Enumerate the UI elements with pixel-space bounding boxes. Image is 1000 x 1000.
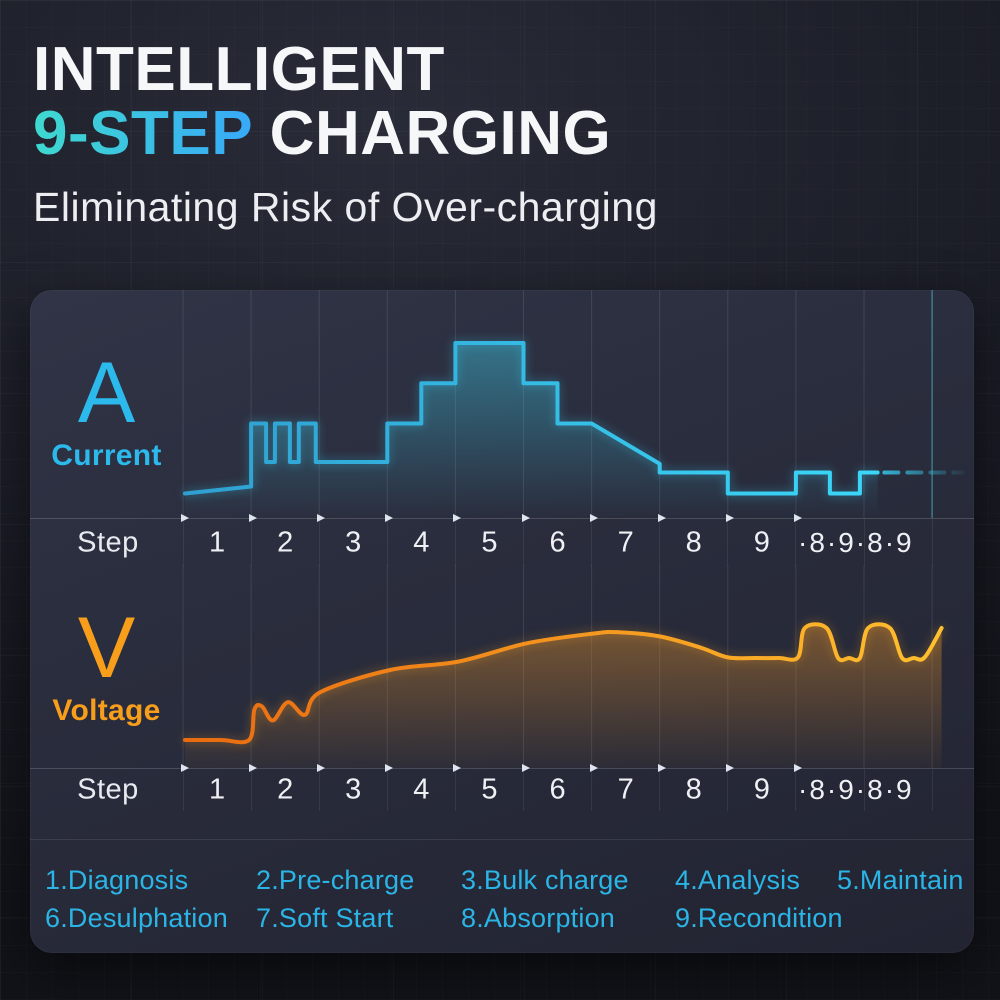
voltage-side-label: V Voltage bbox=[30, 605, 183, 727]
axis-gridline bbox=[863, 519, 865, 566]
axis-gridline bbox=[182, 769, 184, 811]
axis-gridline bbox=[523, 519, 524, 566]
step-tick-label: 8 bbox=[685, 773, 702, 806]
current-chart: A Current bbox=[30, 290, 974, 518]
axis-tick-mark bbox=[453, 514, 462, 522]
axis-gridline bbox=[182, 519, 184, 566]
axis-gridline bbox=[523, 769, 524, 811]
step-tick-label: 4 bbox=[413, 773, 430, 806]
title-accent: 9-STEP bbox=[33, 99, 252, 168]
axis-gridline bbox=[250, 519, 252, 566]
subtitle: Eliminating Risk of Over-charging bbox=[33, 184, 658, 230]
step-tick-label: 2 bbox=[277, 526, 294, 558]
axis-gridline bbox=[386, 519, 388, 566]
axis-tick-mark bbox=[589, 764, 598, 772]
current-unit-label: A bbox=[77, 345, 136, 441]
current-side-label: A Current bbox=[30, 350, 183, 472]
step-tick-label: 3 bbox=[345, 526, 362, 558]
step-axis-voltage: Step 1 2 3 4 5 6 7 8 9 ·8·9·8·9 bbox=[30, 764, 974, 811]
axis-tick-mark bbox=[521, 764, 530, 772]
axis-gridline bbox=[931, 519, 933, 566]
step-tick-label: 7 bbox=[617, 526, 634, 558]
axis-tick-mark bbox=[521, 514, 530, 522]
voltage-unit-label: V bbox=[77, 600, 136, 696]
axis-gridline bbox=[795, 769, 797, 811]
legend-item-4: 4.Analysis bbox=[675, 865, 801, 895]
step-axis-current: Step 1 2 3 4 5 6 7 8 9 ·8·9·8·9 bbox=[30, 514, 974, 566]
axis-tick-mark bbox=[793, 764, 802, 772]
axis-tick-mark bbox=[317, 514, 326, 522]
legend-divider bbox=[30, 839, 974, 840]
axis-gridline bbox=[659, 519, 661, 566]
title-line-1: INTELLIGENT bbox=[33, 35, 445, 104]
axis-step-label: Step bbox=[77, 526, 139, 558]
axis-tick-mark bbox=[249, 514, 258, 522]
axis-gridline bbox=[386, 769, 388, 811]
step-tick-label: 1 bbox=[208, 773, 226, 806]
axis-gridline bbox=[454, 519, 456, 566]
step-tick-label: 2 bbox=[277, 773, 294, 806]
axis-gridline bbox=[863, 769, 865, 811]
legend: 1.Diagnosis 2.Pre-charge 3.Bulk charge 4.An… bbox=[30, 839, 974, 953]
legend-item-8: 8.Absorption bbox=[461, 903, 615, 933]
step-tick-label: 3 bbox=[345, 773, 362, 806]
legend-item-1: 1.Diagnosis bbox=[45, 865, 189, 895]
axis-tick-mark bbox=[453, 764, 462, 772]
step-tick-label: 5 bbox=[481, 773, 498, 806]
axis-tick-mark bbox=[317, 764, 326, 772]
axis-tick-mark bbox=[589, 514, 598, 522]
legend-item-7: 7.Soft Start bbox=[256, 903, 394, 933]
axis-tick-mark bbox=[181, 764, 189, 772]
axis-gridline bbox=[659, 769, 661, 811]
axis-gridline bbox=[591, 769, 593, 811]
step-tick-label: 9 bbox=[753, 773, 770, 806]
current-waveform-svg bbox=[182, 290, 965, 518]
charging-panel: A Current Step 1 2 3 4 5 6 7 8 9 ·8·9·8·9 bbox=[30, 290, 974, 953]
title-rest: CHARGING bbox=[251, 99, 612, 168]
axis-gridline bbox=[318, 769, 320, 811]
legend-item-2: 2.Pre-charge bbox=[256, 865, 415, 895]
step-tick-label: 7 bbox=[617, 773, 634, 806]
current-label: Current bbox=[51, 439, 162, 472]
axis-tick-mark bbox=[657, 514, 666, 522]
header: INTELLIGENT 9-STEP CHARGING Eliminating … bbox=[33, 35, 658, 231]
step-tick-label: 5 bbox=[481, 526, 498, 558]
step-tick-label: 6 bbox=[549, 773, 566, 806]
axis-gridline bbox=[727, 769, 729, 811]
legend-item-6: 6.Desulphation bbox=[45, 903, 228, 933]
axis-gridline bbox=[454, 769, 456, 811]
step-tick-label: 1 bbox=[208, 526, 226, 558]
legend-item-3: 3.Bulk charge bbox=[461, 865, 629, 895]
axis-tick-mark bbox=[725, 514, 734, 522]
axis-tick-mark bbox=[725, 764, 734, 772]
axis-gridline bbox=[318, 519, 320, 566]
axis-tick-mark bbox=[657, 764, 666, 772]
step-tick-label: ·8·9·8·9 bbox=[798, 526, 914, 558]
axis-tick-mark bbox=[385, 764, 394, 772]
legend-item-9: 9.Recondition bbox=[675, 903, 843, 933]
axis-step-label: Step bbox=[77, 773, 139, 806]
step-tick-label: 8 bbox=[685, 526, 702, 558]
axis-tick-mark bbox=[793, 514, 802, 522]
axis-gridline bbox=[727, 519, 729, 566]
axis-gridline bbox=[931, 769, 933, 811]
step-tick-label: 4 bbox=[413, 526, 430, 558]
axis-gridline bbox=[250, 769, 252, 811]
axis-tick-mark bbox=[385, 514, 394, 522]
axis-gridline bbox=[591, 519, 593, 566]
step-tick-label: ·8·9·8·9 bbox=[798, 774, 914, 805]
axis-gridline bbox=[795, 519, 797, 566]
step-tick-label: 9 bbox=[753, 526, 770, 558]
step-tick-label: 6 bbox=[549, 526, 566, 558]
voltage-chart: V Voltage bbox=[30, 565, 974, 768]
title-line-2: 9-STEP CHARGING bbox=[33, 102, 658, 166]
voltage-waveform-svg bbox=[182, 565, 944, 768]
axis-tick-mark bbox=[249, 764, 258, 772]
voltage-label: Voltage bbox=[52, 694, 161, 727]
axis-tick-mark bbox=[181, 514, 189, 522]
legend-item-5: 5.Maintain bbox=[837, 865, 964, 895]
